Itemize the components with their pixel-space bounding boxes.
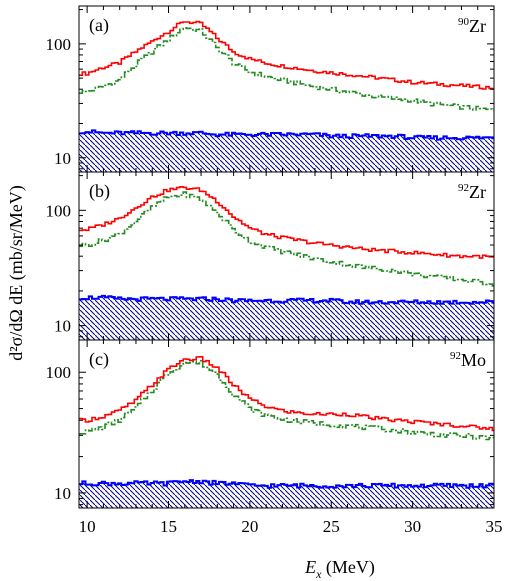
panel-label: (c) xyxy=(89,349,109,370)
x-axis-title: Ex (MeV) xyxy=(304,557,375,581)
series-green-line xyxy=(79,27,494,111)
y-tick-label: 10 xyxy=(54,484,71,503)
x-tick-label: 20 xyxy=(241,517,258,536)
x-tick-label: 10 xyxy=(79,517,96,536)
nucleus-label: 92Zr xyxy=(458,182,486,202)
panel-label: (a) xyxy=(89,15,109,36)
panel-a: 10 100 (a) 90Zr xyxy=(46,5,495,173)
nucleus-label: 92Mo xyxy=(450,350,486,370)
series-background-line xyxy=(79,479,494,489)
y-tick-label: 100 xyxy=(46,201,72,220)
series-red-line xyxy=(79,20,494,90)
nucleus-mass-number: 92 xyxy=(458,182,469,194)
x-tick-label: 25 xyxy=(323,517,340,536)
series-background-fill xyxy=(79,295,494,340)
nucleus-symbol: Zr xyxy=(469,16,486,36)
y-tick-label: 100 xyxy=(46,35,72,54)
panel-b: 10 100 (b) 92Zr xyxy=(46,171,495,341)
series-red-line xyxy=(79,186,494,259)
series-red-line xyxy=(79,356,494,432)
panel-c: 10 100 (c) 92Mo xyxy=(46,339,495,509)
series-green-line xyxy=(79,359,494,441)
series-background-line xyxy=(79,294,494,305)
series-background-fill xyxy=(79,130,494,172)
x-axis-title-symbol: E xyxy=(304,557,316,577)
x-tick-label: 30 xyxy=(404,517,421,536)
x-axis-title-unit: (MeV) xyxy=(321,557,374,578)
y-axis-title: d²σ/dΩ dE (mb/sr/MeV) xyxy=(6,185,27,360)
nucleus-mass-number: 90 xyxy=(458,16,470,28)
panel-frame xyxy=(78,339,495,509)
nucleus-symbol: Zr xyxy=(469,182,486,202)
series-green-line xyxy=(79,191,494,287)
nucleus-symbol: Mo xyxy=(461,350,486,370)
panel-label: (b) xyxy=(89,181,110,202)
nucleus-mass-number: 92 xyxy=(450,350,461,362)
nucleus-label: 90Zr xyxy=(458,16,486,36)
y-tick-label: 100 xyxy=(46,363,72,382)
x-axis-title-subscript: x xyxy=(315,567,322,581)
y-tick-label: 10 xyxy=(54,317,71,336)
y-tick-label: 10 xyxy=(54,149,71,168)
x-tick-label: 35 xyxy=(486,517,503,536)
series-background-fill xyxy=(79,480,494,508)
series-background-line xyxy=(79,129,494,141)
x-tick-label: 15 xyxy=(160,517,177,536)
